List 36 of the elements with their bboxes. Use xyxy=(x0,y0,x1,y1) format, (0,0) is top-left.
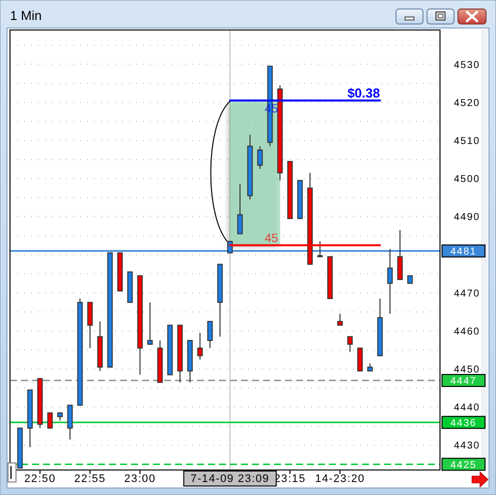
chart-title: 1 Min xyxy=(10,8,42,23)
ref-line-label: 4447 xyxy=(450,376,477,387)
candlestick xyxy=(257,146,263,170)
y-tick-label: 4520 xyxy=(454,98,480,109)
candlestick xyxy=(387,248,393,314)
candlestick xyxy=(67,404,73,440)
y-tick-label: 4460 xyxy=(454,326,480,338)
x-tick-label: 23:00 xyxy=(124,473,156,485)
y-tick-label: 4450 xyxy=(454,364,480,376)
annotation: $0.38 xyxy=(347,85,380,100)
candlestick xyxy=(357,348,363,372)
ref-line-label: 4481 xyxy=(450,246,477,258)
ref-line-label: 4436 xyxy=(450,418,477,429)
y-tick-label: 4430 xyxy=(454,440,480,452)
y-tick-label: 4510 xyxy=(454,136,480,147)
x-tick-label: 14-23:20 xyxy=(315,473,365,485)
ref-line-label: 7-14-09 23:09 xyxy=(190,473,270,485)
candlestick xyxy=(207,320,213,349)
candlestick xyxy=(347,336,353,352)
candlestick xyxy=(147,302,153,345)
candlestick xyxy=(317,240,323,258)
ref-line-label: 4425 xyxy=(450,460,477,471)
candlestick xyxy=(337,313,343,326)
y-tick-label: 4440 xyxy=(454,402,480,414)
y-tick-label: 4490 xyxy=(454,212,480,224)
x-tick-label: 22:55 xyxy=(74,473,106,485)
y-tick-label: 4530 xyxy=(454,60,480,71)
y-tick-label: 4470 xyxy=(454,288,480,300)
candlestick xyxy=(197,332,203,360)
candlestick xyxy=(397,230,403,280)
y-tick-label: 4500 xyxy=(454,174,480,186)
candlestick xyxy=(87,302,93,349)
x-tick-label: 22:50 xyxy=(24,473,56,485)
annotation: 45 xyxy=(264,231,278,246)
candlestick xyxy=(47,412,53,429)
candlestick xyxy=(237,184,243,234)
